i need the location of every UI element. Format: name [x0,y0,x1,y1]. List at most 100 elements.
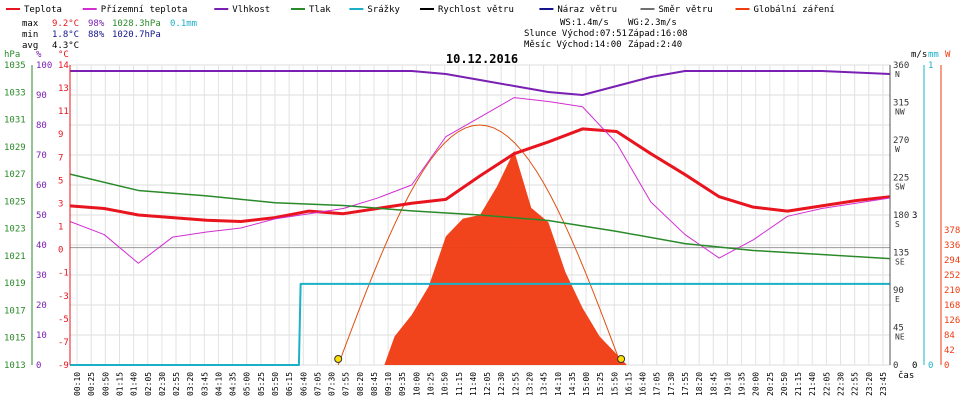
dir-tick-8: 0 [893,361,898,371]
x-tick-47: 19:35 [738,372,747,396]
x-tick-24: 10:00 [412,372,421,396]
x-tick-6: 02:30 [158,372,167,396]
temp-tick-13: -9 [58,361,69,371]
stat-max-hum: 98% [88,19,105,29]
radiation-max-curve [337,124,622,366]
dir-tick-7: 45 [893,324,904,334]
hpa-tick-11: 1013 [4,361,26,371]
legend-label-5: Rychlost větru [438,5,514,15]
w-tick-8: 42 [944,346,955,356]
radiation-fill [384,150,627,365]
x-tick-1: 00:25 [87,372,96,396]
x-tick-4: 01:40 [130,372,139,396]
dir-tick-4: 180 [893,211,909,221]
axes: 1035103310311029102710251023102110191017… [4,61,960,371]
stat-max-press: 1028.3hPa [112,19,161,29]
stat-max-temp: 9.2°C [52,19,79,29]
x-tick-13: 05:25 [257,372,266,396]
dir-label-0: N [895,70,900,79]
x-tick-34: 14:10 [554,372,563,396]
mm-tick-0: 1 [928,61,933,71]
pct-tick-8: 20 [36,301,47,311]
w-tick-5: 168 [944,301,960,311]
pct-unit: % [36,50,42,60]
hpa-tick-3: 1029 [4,143,26,153]
info-wg: WG:2.3m/s [628,18,677,28]
x-axis-label: čas [898,370,914,381]
w-tick-4: 210 [944,286,960,296]
x-tick-10: 04:10 [214,372,223,396]
x-tick-17: 07:05 [313,372,322,396]
x-tick-57: 23:45 [879,372,888,396]
w-tick-3: 252 [944,271,960,281]
temp-tick-9: -1 [58,269,69,279]
sunset-marker [617,355,626,363]
x-tick-5: 02:05 [144,372,153,396]
temp-tick-8: 0 [58,246,63,256]
w-tick-6: 126 [944,316,960,326]
temp-tick-2: 11 [58,107,69,117]
series-line-4 [70,282,890,366]
w-tick-1: 336 [944,241,960,251]
mm-tick-1: 0 [928,361,933,371]
x-tick-9: 03:45 [200,372,209,396]
x-tick-14: 05:50 [271,372,280,396]
pct-tick-3: 70 [36,151,47,161]
chart-title: 10.12.2016 [446,52,518,66]
x-tick-8: 03:20 [186,372,195,396]
info-block: WS:1.4m/s WG:2.3m/s Slunce Východ:07:51 … [524,18,688,50]
x-tick-12: 05:00 [243,372,252,396]
x-tick-56: 23:20 [865,372,874,396]
legend-label-0: Teplota [24,5,62,15]
x-tick-25: 10:25 [427,372,436,396]
x-tick-21: 08:45 [370,372,379,396]
x-tick-22: 09:10 [384,372,393,396]
dir-label-7: NE [895,333,905,342]
pct-tick-4: 60 [36,181,47,191]
pct-tick-6: 40 [36,241,47,251]
temp-tick-6: 3 [58,199,63,209]
hpa-tick-7: 1021 [4,252,26,262]
stat-min-label: min [22,30,38,40]
info-moonset: Západ:2:40 [628,40,682,50]
x-tick-33: 13:45 [540,372,549,396]
stat-max-rain: 0.1mm [170,19,197,29]
x-tick-43: 17:55 [681,372,690,396]
legend-label-2: Vlhkost [232,5,270,15]
info-sunset: Západ:16:08 [628,29,688,39]
x-tick-40: 16:40 [639,372,648,396]
dir-tick-3: 225 [893,174,909,184]
x-tick-28: 11:40 [469,372,478,396]
x-tick-7: 02:55 [172,372,181,396]
hpa-tick-2: 1031 [4,116,26,126]
x-tick-29: 12:05 [483,372,492,396]
x-tick-50: 20:50 [780,372,789,396]
temp-tick-7: 1 [58,223,63,233]
pct-tick-1: 90 [36,91,47,101]
series-lines [69,70,891,366]
x-tick-45: 18:45 [709,372,718,396]
stats-block: max 9.2°C 98% 1028.3hPa 0.1mm min 1.8°C … [22,19,197,51]
x-tick-48: 20:00 [752,372,761,396]
hpa-tick-8: 1019 [4,279,26,289]
x-tick-36: 15:00 [582,372,591,396]
hpa-tick-6: 1023 [4,225,26,235]
series-line-0 [69,127,891,224]
info-moonrise: Měsíc Východ:14:00 [524,40,622,50]
stat-avg-temp: 4.3°C [52,41,79,51]
x-tick-44: 18:20 [695,372,704,396]
pct-tick-0: 100 [36,61,52,71]
w-tick-0: 378 [944,226,960,236]
temp-tick-1: 13 [58,84,69,94]
legend-label-7: Směr větru [659,5,713,15]
legend-label-6: Náraz větru [557,5,617,15]
w-tick-7: 84 [944,331,955,341]
hpa-tick-5: 1025 [4,197,26,207]
temp-tick-4: 7 [58,153,63,163]
w-tick-2: 294 [944,256,960,266]
stat-min-press: 1020.7hPa [112,30,161,40]
x-tick-11: 04:35 [229,372,238,396]
x-tick-19: 07:55 [342,372,351,396]
x-tick-15: 06:15 [285,372,294,396]
